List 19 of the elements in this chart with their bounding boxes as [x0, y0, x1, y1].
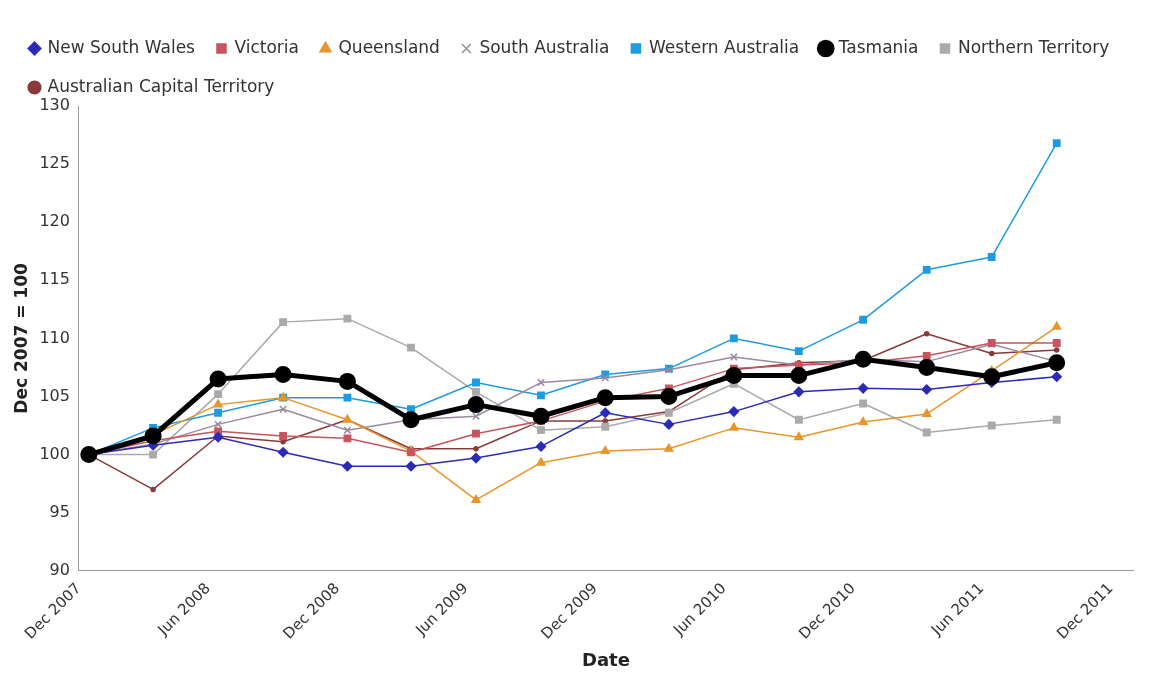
- y-tick-label: 110: [39, 327, 70, 347]
- legend-label: Northern Territory: [957, 36, 1110, 57]
- x-axis-title: Date: [582, 648, 630, 670]
- legend-label: Queensland: [338, 36, 440, 57]
- y-tick-label: 95: [49, 501, 70, 521]
- legend-label: Australian Capital Territory: [47, 75, 275, 96]
- y-axis-title: Dec 2007 = 100: [10, 262, 31, 414]
- y-tick-label: 90: [49, 559, 70, 579]
- legend-label: New South Wales: [47, 36, 196, 57]
- legend-label: Western Australia: [648, 36, 800, 57]
- y-tick-label: 100: [39, 443, 70, 463]
- y-tick-label: 120: [39, 211, 70, 231]
- legend-label: South Australia: [479, 36, 610, 57]
- y-tick-label: 130: [39, 95, 70, 115]
- legend-label: Victoria: [234, 36, 299, 57]
- legend-label: Tasmania: [837, 36, 919, 57]
- y-tick-label: 105: [39, 385, 70, 405]
- y-tick-label: 115: [39, 269, 70, 289]
- y-tick-label: 125: [39, 153, 70, 173]
